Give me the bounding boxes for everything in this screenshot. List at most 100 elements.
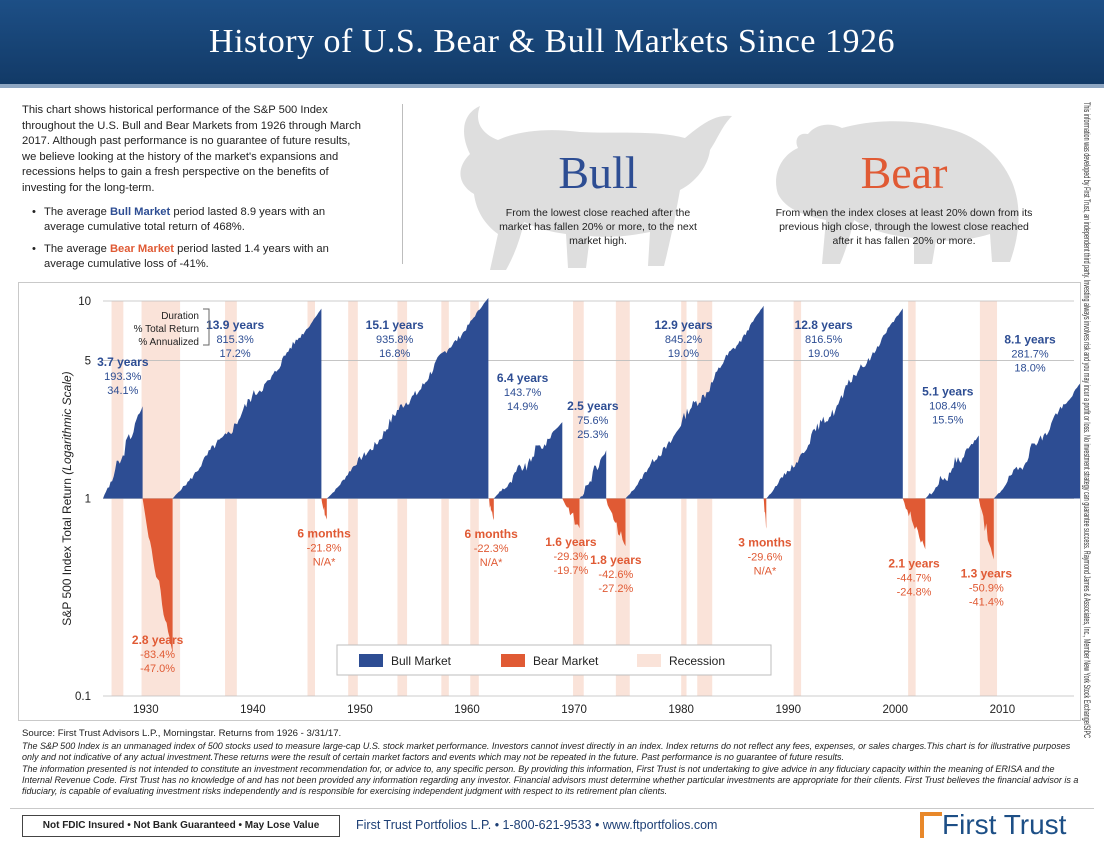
bull-market-area — [625, 305, 764, 499]
period-duration-label: 13.9 years — [206, 318, 264, 332]
period-duration-label: 12.9 years — [654, 318, 712, 332]
side-disclaimer-text: This information was developed by First … — [1081, 102, 1092, 738]
period-annualized-label: N/A* — [480, 557, 503, 569]
period-total-return-label: -50.9% — [969, 583, 1004, 595]
y-tick-label: 0.1 — [75, 691, 91, 703]
y-tick-label: 1 — [85, 494, 91, 506]
period-annualized-label: 14.9% — [507, 401, 538, 413]
source-notes: Source: First Trust Advisors L.P., Morni… — [22, 728, 1082, 797]
bear-market-keyword: Bear Market — [109, 242, 174, 255]
x-tick-label: 2010 — [990, 704, 1016, 716]
page-title: History of U.S. Bear & Bull Markets Sinc… — [209, 23, 895, 60]
legend-label: Bull Market — [391, 654, 452, 668]
period-total-return-label: -44.7% — [897, 572, 932, 584]
bear-market-area — [763, 498, 767, 529]
bull-market-area — [326, 298, 489, 499]
period-annualized-label: 16.8% — [379, 348, 410, 360]
fiduciary-disclosure: The information presented is not intende… — [22, 763, 1079, 797]
legend-swatch — [359, 654, 383, 667]
fdic-badge: Not FDIC Insured • Not Bank Guaranteed •… — [22, 815, 340, 837]
period-annualized-label: -19.7% — [553, 565, 588, 577]
x-tick-label: 1930 — [133, 704, 159, 716]
period-duration-label: 8.1 years — [1004, 333, 1056, 347]
legend-swatch — [637, 654, 661, 667]
bear-average-bullet: The average Bear Market period lasted 1.… — [32, 242, 362, 273]
period-duration-label: 2.8 years — [132, 633, 184, 647]
period-annualized-label: -41.4% — [969, 597, 1004, 609]
side-disclaimer: This information was developed by First … — [1044, 98, 1100, 738]
index-disclosure: The S&P 500 Index is an unmanaged index … — [22, 741, 1071, 763]
bull-heading: Bull — [558, 147, 638, 198]
label-key-item: % Total Return — [134, 324, 199, 335]
label-key-item: Duration — [161, 311, 199, 322]
chart-panel: 0.1 1 5 10 1930 1940 1950 1960 1970 1980 1990 2000 2… — [18, 282, 1081, 721]
period-duration-label: 6 months — [297, 527, 351, 541]
intro-paragraph: This chart shows historical performance … — [22, 104, 361, 194]
period-total-return-label: 815.3% — [216, 334, 254, 346]
label-key: Duration % Total Return % Annualized — [134, 308, 210, 348]
bear-market-area — [902, 498, 926, 550]
period-duration-label: 6 months — [464, 527, 518, 541]
period-duration-label: 2.5 years — [567, 399, 619, 413]
y-tick-label: 10 — [78, 296, 91, 308]
bull-market-area — [172, 308, 322, 499]
bull-market-area — [103, 406, 143, 499]
bull-market-keyword: Bull Market — [109, 205, 171, 218]
period-total-return-label: -83.4% — [140, 649, 175, 661]
intro-bullets: The average Bull Market period lasted 8.… — [22, 205, 362, 273]
market-history-chart: 0.1 1 5 10 1930 1940 1950 1960 1970 1980 1990 2000 2… — [60, 296, 1080, 716]
period-total-return-label: -22.3% — [474, 543, 509, 555]
footer-divider — [10, 808, 1094, 809]
legend-box — [336, 644, 772, 676]
period-duration-label: 12.8 years — [795, 318, 853, 332]
y-tick-label: 5 — [85, 355, 91, 367]
period-total-return-label: 193.3% — [104, 371, 142, 383]
x-tick-label: 2000 — [883, 704, 909, 716]
header-banner: History of U.S. Bear & Bull Markets Sinc… — [0, 0, 1104, 88]
period-duration-label: 3.7 years — [97, 355, 149, 369]
period-total-return-label: -21.8% — [307, 543, 342, 555]
period-total-return-label: -29.3% — [553, 551, 588, 563]
x-tick-label: 1960 — [454, 704, 480, 716]
bull-market-area — [993, 383, 1080, 499]
bull-average-bullet: The average Bull Market period lasted 8.… — [32, 205, 362, 236]
x-tick-label: 1970 — [561, 704, 587, 716]
period-duration-label: 3 months — [738, 536, 792, 550]
period-annualized-label: 18.0% — [1014, 363, 1045, 375]
period-total-return-label: 845.2% — [665, 334, 703, 346]
logo-text: First Trust — [942, 809, 1067, 840]
bear-heading: Bear — [860, 147, 948, 198]
bear-market-area — [142, 498, 173, 653]
period-duration-label: 1.6 years — [545, 535, 597, 549]
bull-market-area — [925, 435, 979, 499]
bullet-text: period lasted 1.4 years with an average … — [44, 242, 329, 271]
label-key-bracket — [203, 308, 210, 346]
period-duration-label: 1.8 years — [590, 553, 642, 567]
y-axis-label: S&P 500 Index Total Return (Logarithmic … — [60, 371, 74, 625]
period-annualized-label: 34.1% — [107, 385, 138, 397]
bear-definition: From when the index closes at least 20% … — [775, 207, 1033, 247]
period-annualized-label: N/A* — [313, 557, 336, 569]
period-duration-label: 6.4 years — [497, 371, 549, 385]
period-labels: 3.7 years 193.3% 34.1% 2.8 years -83.4% -47.0… — [97, 318, 1056, 675]
bull-market-area — [766, 308, 903, 499]
period-total-return-label: 108.4% — [929, 401, 967, 413]
chart-legend: Bull Market Bear Market Recession — [336, 644, 772, 676]
x-tick-label: 1950 — [347, 704, 373, 716]
x-tick-label: 1940 — [240, 704, 266, 716]
bull-definition: From the lowest close reached after the … — [499, 207, 697, 247]
x-tick-label: 1980 — [668, 704, 694, 716]
x-tick-label: 1990 — [775, 704, 801, 716]
period-total-return-label: -42.6% — [598, 569, 633, 581]
logo-mark-icon — [920, 812, 942, 838]
period-duration-label: 1.3 years — [961, 567, 1013, 581]
bear-market-area — [606, 498, 626, 547]
period-total-return-label: 281.7% — [1011, 349, 1049, 361]
side-disclaimer-svg: This information was developed by First … — [1081, 102, 1092, 738]
period-annualized-label: 19.0% — [808, 348, 839, 360]
intro-text: This chart shows historical performance … — [22, 103, 362, 279]
period-annualized-label: N/A* — [754, 566, 777, 578]
bear-silhouette-icon — [776, 121, 1019, 264]
axes: 0.1 1 5 10 1930 1940 1950 1960 1970 1980 1990 2000 2… — [60, 296, 1015, 716]
legend-label: Bear Market — [533, 654, 599, 668]
